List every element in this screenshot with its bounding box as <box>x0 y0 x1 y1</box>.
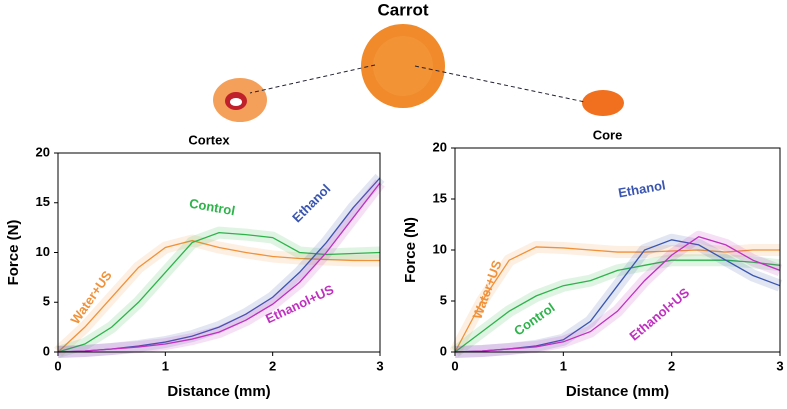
line <box>57 231 381 353</box>
series-label: Ethanol <box>289 181 333 225</box>
x-tick-label: 3 <box>376 358 383 373</box>
line <box>454 236 781 353</box>
y-tick-label: 5 <box>43 294 50 309</box>
y-axis-label: Force (N) <box>5 220 22 286</box>
figure-title: Carrot <box>377 0 428 19</box>
link-cortex <box>249 64 376 94</box>
y-tick-label: 20 <box>433 139 447 154</box>
y-tick-label: 5 <box>440 292 447 307</box>
chart-title: Core <box>593 127 623 142</box>
y-tick-label: 20 <box>36 144 50 159</box>
x-tick-label: 2 <box>668 358 675 373</box>
line <box>57 239 380 353</box>
chart-title: Cortex <box>188 132 230 147</box>
series-label: Control <box>188 196 236 219</box>
link-core <box>414 65 586 103</box>
x-tick-label: 1 <box>560 358 567 373</box>
plot-frame <box>454 147 781 353</box>
y-tick-label: 15 <box>36 194 50 209</box>
x-axis-label: Distance (mm) <box>167 383 270 400</box>
carrot-core <box>373 36 433 96</box>
line <box>57 182 381 353</box>
y-tick-label: 0 <box>440 343 447 358</box>
y-tick-label: 10 <box>36 244 50 259</box>
x-tick-label: 1 <box>162 358 169 373</box>
cortex-hole-light <box>230 98 242 106</box>
y-tick-label: 0 <box>43 343 50 358</box>
line <box>454 246 780 353</box>
y-axis-label: Force (N) <box>402 217 419 283</box>
x-tick-label: 2 <box>269 358 276 373</box>
y-tick-label: 15 <box>433 190 447 205</box>
plot-frame <box>57 152 381 353</box>
x-tick-label: 0 <box>451 358 458 373</box>
series-label: Ethanol <box>617 177 667 200</box>
x-tick-label: 3 <box>776 358 783 373</box>
y-tick-label: 10 <box>433 241 447 256</box>
x-tick-label: 0 <box>54 358 61 373</box>
carrot-photos <box>213 24 624 122</box>
core-sample <box>582 90 624 116</box>
x-axis-label: Distance (mm) <box>566 383 669 400</box>
